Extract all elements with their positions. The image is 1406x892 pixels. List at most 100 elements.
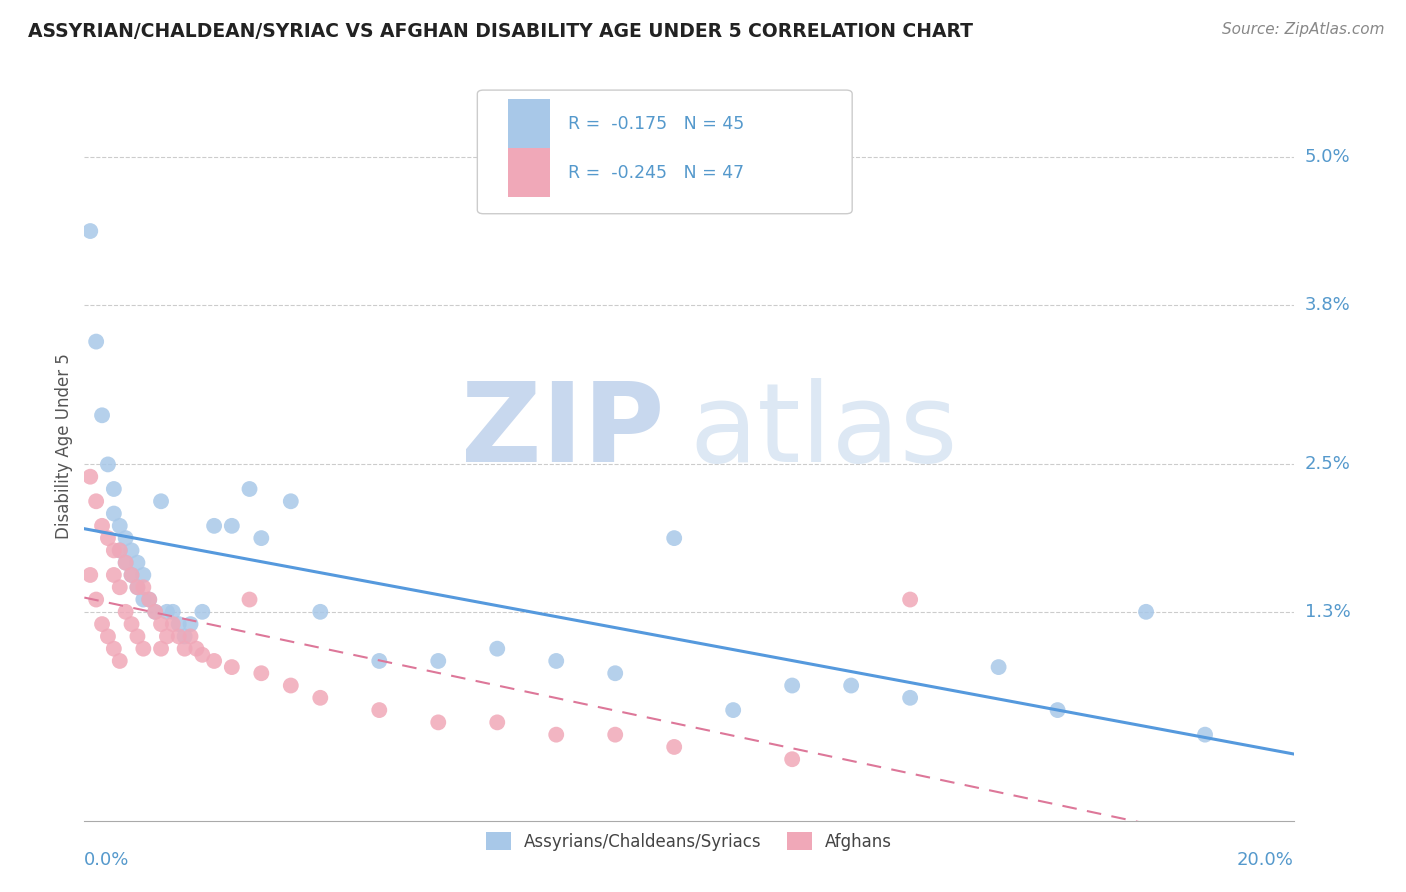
Point (664, 531, 686, 545)
Legend: Assyrians/Chaldeans/Syriacs, Afghans: Assyrians/Chaldeans/Syriacs, Afghans (479, 826, 898, 857)
Point (721, 703, 744, 717)
Text: 2.5%: 2.5% (1305, 456, 1351, 474)
Point (138, 592, 160, 607)
Point (605, 666, 627, 681)
Y-axis label: Disability Age Under 5: Disability Age Under 5 (55, 353, 73, 539)
Point (127, 580, 149, 594)
Point (486, 641, 509, 656)
Point (132, 592, 155, 607)
Point (202, 519, 225, 533)
Point (84, 592, 107, 607)
Point (97, 629, 120, 643)
Point (132, 580, 155, 594)
FancyBboxPatch shape (508, 148, 550, 197)
Point (132, 641, 155, 656)
Text: 1.3%: 1.3% (1305, 603, 1350, 621)
Point (1194, 728, 1216, 742)
Text: atlas: atlas (689, 377, 957, 484)
FancyBboxPatch shape (508, 100, 550, 148)
Point (79, 224, 101, 238)
Point (121, 543, 143, 558)
Point (546, 728, 568, 742)
Point (103, 482, 125, 496)
Point (114, 605, 136, 619)
Point (186, 641, 208, 656)
Point (103, 507, 125, 521)
Point (427, 715, 450, 730)
Text: R =  -0.175   N = 45: R = -0.175 N = 45 (568, 115, 744, 133)
Point (167, 629, 190, 643)
Text: ASSYRIAN/CHALDEAN/SYRIAC VS AFGHAN DISABILITY AGE UNDER 5 CORRELATION CHART: ASSYRIAN/CHALDEAN/SYRIAC VS AFGHAN DISAB… (28, 22, 973, 41)
Point (97, 531, 120, 545)
Point (238, 482, 260, 496)
Point (91, 409, 114, 423)
Point (202, 654, 225, 668)
Point (173, 629, 195, 643)
Point (280, 679, 302, 693)
Point (79, 568, 101, 582)
Point (103, 543, 125, 558)
Text: ZIP: ZIP (461, 377, 665, 484)
Point (108, 519, 131, 533)
Point (1046, 703, 1069, 717)
Point (121, 568, 143, 582)
Point (156, 605, 179, 619)
Point (91, 519, 114, 533)
Point (605, 728, 627, 742)
Point (780, 679, 803, 693)
Point (108, 543, 131, 558)
Point (150, 494, 173, 508)
Point (127, 556, 149, 570)
Text: 3.8%: 3.8% (1305, 296, 1350, 314)
Point (180, 617, 202, 632)
Point (156, 629, 179, 643)
Point (191, 605, 214, 619)
Point (250, 666, 273, 681)
Point (103, 641, 125, 656)
Point (780, 752, 803, 766)
Point (143, 605, 166, 619)
Point (103, 568, 125, 582)
Point (1135, 605, 1157, 619)
Point (121, 568, 143, 582)
Point (221, 660, 243, 674)
Text: 5.0%: 5.0% (1305, 148, 1350, 166)
Point (162, 617, 184, 632)
Text: R =  -0.245   N = 47: R = -0.245 N = 47 (568, 163, 744, 181)
Point (91, 617, 114, 632)
Point (121, 617, 143, 632)
Point (114, 556, 136, 570)
Point (898, 690, 921, 705)
Point (309, 690, 332, 705)
Point (250, 531, 273, 545)
Point (180, 629, 202, 643)
Point (132, 568, 155, 582)
Point (162, 605, 184, 619)
Point (114, 556, 136, 570)
Text: 0.0%: 0.0% (84, 851, 129, 869)
Point (127, 629, 149, 643)
Point (238, 592, 260, 607)
Point (898, 592, 921, 607)
Point (127, 580, 149, 594)
Point (839, 679, 862, 693)
Point (173, 641, 195, 656)
Point (221, 519, 243, 533)
Text: Source: ZipAtlas.com: Source: ZipAtlas.com (1222, 22, 1385, 37)
Point (987, 660, 1010, 674)
Text: 20.0%: 20.0% (1237, 851, 1294, 869)
Point (486, 715, 509, 730)
Point (309, 605, 332, 619)
FancyBboxPatch shape (478, 90, 852, 214)
Point (427, 654, 450, 668)
Point (84, 334, 107, 349)
Point (108, 580, 131, 594)
Point (546, 654, 568, 668)
Point (84, 494, 107, 508)
Point (664, 739, 686, 754)
Point (191, 648, 214, 662)
Point (368, 654, 391, 668)
Point (108, 543, 131, 558)
Point (79, 469, 101, 483)
Point (108, 654, 131, 668)
